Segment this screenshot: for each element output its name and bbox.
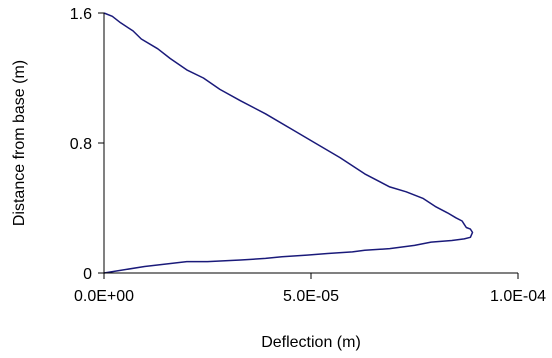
y-axis-title: Distance from base (m) xyxy=(11,60,28,226)
x-tick-label: 0.0E+00 xyxy=(74,288,134,305)
x-tick-label: 5.0E-05 xyxy=(283,288,339,305)
x-axis-title: Deflection (m) xyxy=(261,334,361,351)
y-tick-label: 1.6 xyxy=(70,6,92,23)
y-tick-label: 0.8 xyxy=(70,136,92,153)
series-line-0 xyxy=(103,12,474,274)
y-tick-label: 0 xyxy=(83,266,92,283)
x-tick-label: 1.0E-04 xyxy=(490,288,546,305)
